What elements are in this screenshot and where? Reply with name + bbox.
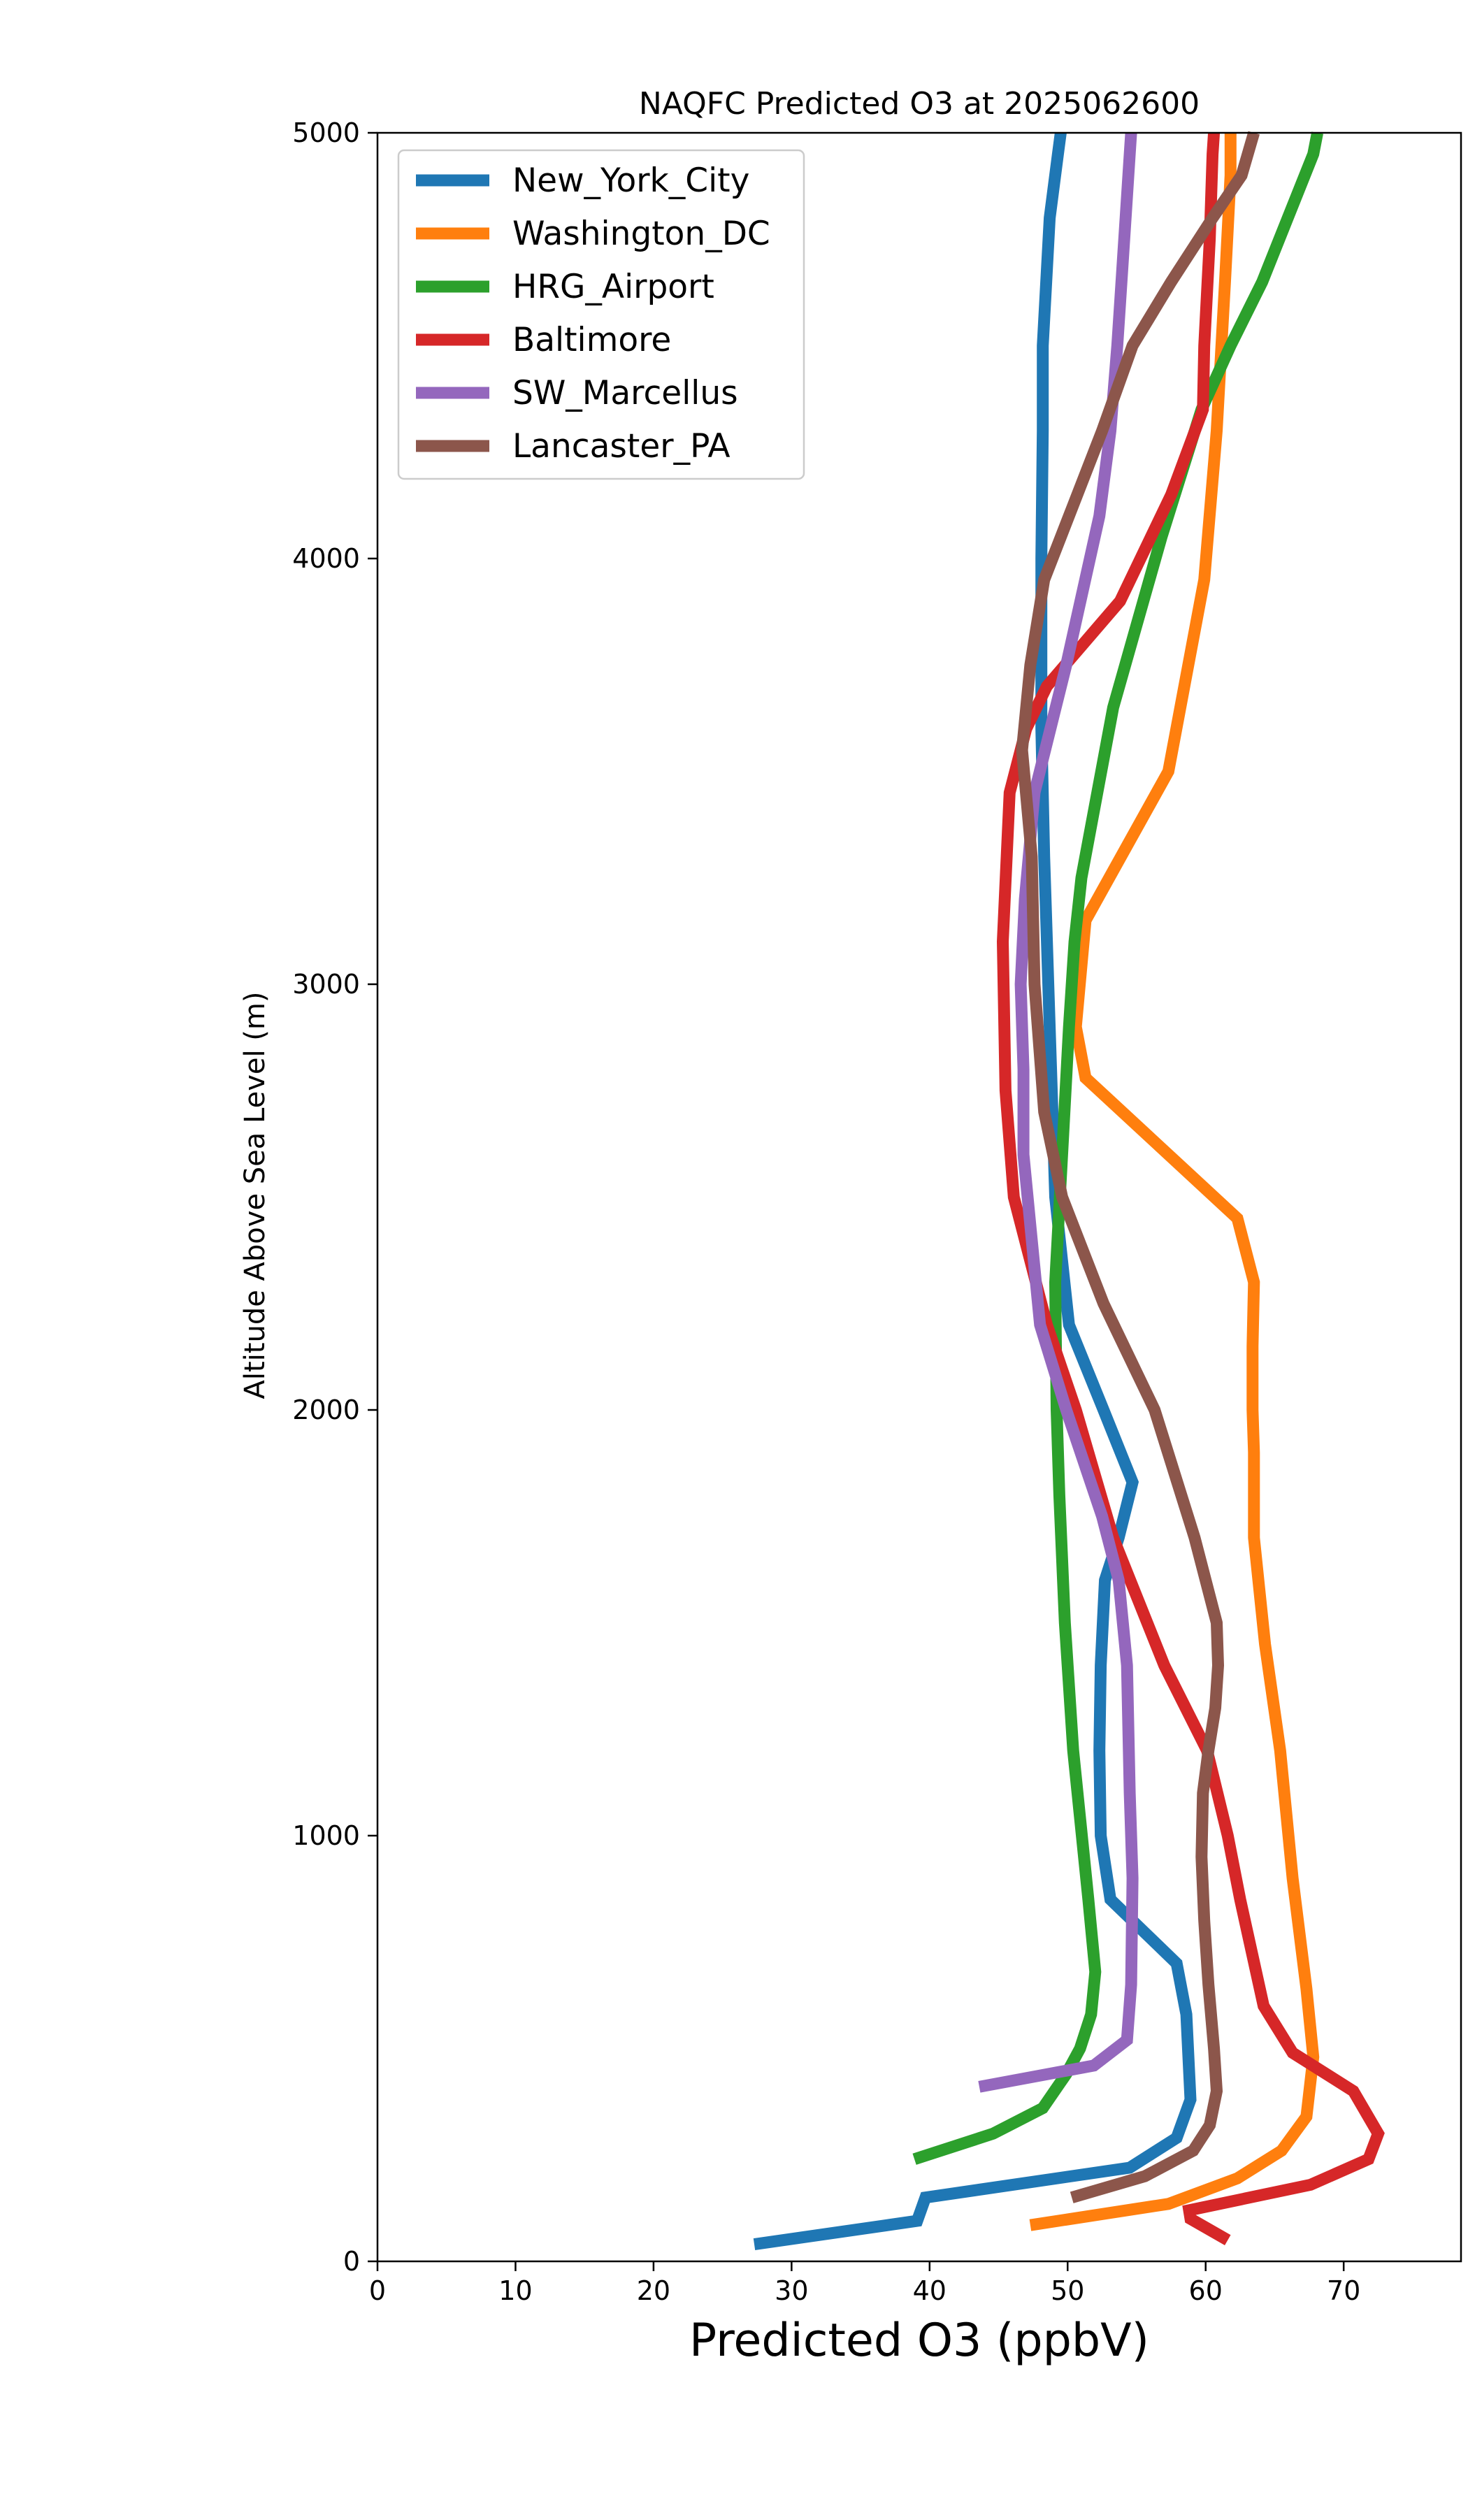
y-tick-label: 1000 xyxy=(292,1820,360,1851)
legend-label: New_York_City xyxy=(512,161,749,200)
x-tick-label: 20 xyxy=(637,2275,670,2306)
y-tick-label: 4000 xyxy=(292,543,360,574)
x-tick-label: 0 xyxy=(369,2275,386,2306)
y-axis: 0 1000 2000 3000 4000 5000 xyxy=(292,117,377,2277)
y-tick-label: 5000 xyxy=(292,117,360,148)
x-tick-label: 40 xyxy=(913,2275,947,2306)
x-axis-label: Predicted O3 (ppbV) xyxy=(689,2314,1149,2367)
series-line-baltimore xyxy=(996,132,1385,2245)
y-axis-label: Altitude Above Sea Level (m) xyxy=(239,992,271,1399)
y-tick-label: 2000 xyxy=(292,1395,360,1425)
legend-label: Washington_DC xyxy=(512,215,770,253)
series-line-washington-dc xyxy=(1029,133,1320,2231)
legend-label: SW_Marcellus xyxy=(512,374,738,412)
legend-label: HRG_Airport xyxy=(512,268,714,306)
legend-label: Baltimore xyxy=(512,321,671,359)
plot-area xyxy=(376,131,1462,2263)
legend-frame xyxy=(397,149,805,480)
chart-title: NAQFC Predicted O3 at 2025062600 xyxy=(639,86,1200,122)
y-tick-label: 3000 xyxy=(292,969,360,1000)
x-tick-label: 60 xyxy=(1189,2275,1223,2306)
legend-label: Lancaster_PA xyxy=(512,427,731,466)
legend: New_York_City Washington_DC HRG_Airport Bal… xyxy=(397,149,805,480)
series-line-sw-marcellus xyxy=(978,132,1139,2093)
x-tick-label: 10 xyxy=(498,2275,532,2306)
series-line-lancaster-pa xyxy=(1016,131,1260,2203)
x-tick-label: 30 xyxy=(775,2275,808,2306)
y-tick-label: 0 xyxy=(343,2246,360,2277)
x-axis: 0 10 20 30 40 50 60 70 xyxy=(369,2261,1360,2306)
x-tick-label: 50 xyxy=(1051,2275,1084,2306)
x-tick-label: 70 xyxy=(1327,2275,1360,2306)
plot-frame xyxy=(376,131,1462,2263)
